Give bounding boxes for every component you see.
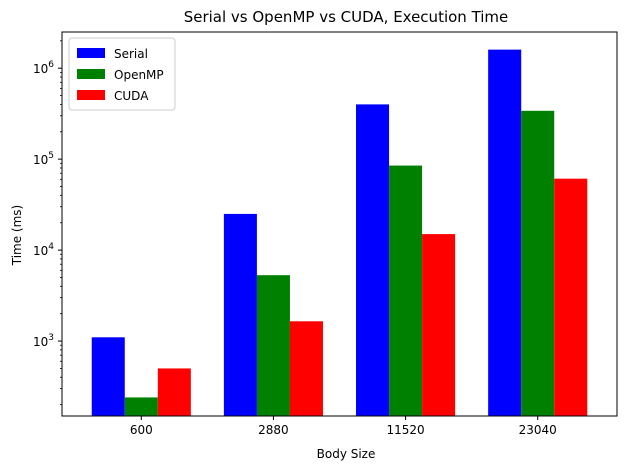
x-tick-label: 11520 <box>386 423 424 437</box>
bar-cuda-11520 <box>422 234 456 416</box>
bar-serial-600 <box>91 337 125 416</box>
legend-label-serial: Serial <box>114 47 148 61</box>
legend-label-openmp: OpenMP <box>114 68 164 82</box>
legend: Serial OpenMP CUDA <box>68 37 176 111</box>
x-tick-label: 600 <box>130 423 153 437</box>
y-tick-label: 103 <box>33 333 54 349</box>
x-tick-label: 2880 <box>258 423 289 437</box>
y-axis-label: Time (ms) <box>10 205 24 267</box>
plot-frame <box>61 31 618 417</box>
y-tick-label: 104 <box>33 242 54 258</box>
bar-openmp-23040 <box>521 110 555 416</box>
legend-swatch-cuda <box>77 90 105 100</box>
axes-layer: 600 2880 11520 23040 103 104 105 106 <box>33 31 618 437</box>
legend-swatch-serial <box>77 48 105 58</box>
chart-title: Serial vs OpenMP vs CUDA, Execution Time <box>184 8 509 26</box>
bar-openmp-600 <box>124 397 158 416</box>
legend-label-cuda: CUDA <box>114 89 149 103</box>
bar-serial-2880 <box>223 213 257 416</box>
bar-serial-11520 <box>356 104 390 417</box>
legend-swatch-openmp <box>77 69 105 79</box>
bar-serial-23040 <box>488 49 522 417</box>
bar-cuda-2880 <box>289 321 323 416</box>
bars-layer <box>91 49 588 417</box>
bar-openmp-2880 <box>256 275 290 416</box>
bar-openmp-11520 <box>389 165 423 416</box>
y-tick-label: 106 <box>33 60 54 76</box>
x-axis-label: Body Size <box>317 447 376 461</box>
x-tick-label: 23040 <box>519 423 557 437</box>
y-tick-label: 105 <box>33 151 54 167</box>
bar-cuda-23040 <box>554 178 588 416</box>
bar-cuda-600 <box>157 368 191 416</box>
